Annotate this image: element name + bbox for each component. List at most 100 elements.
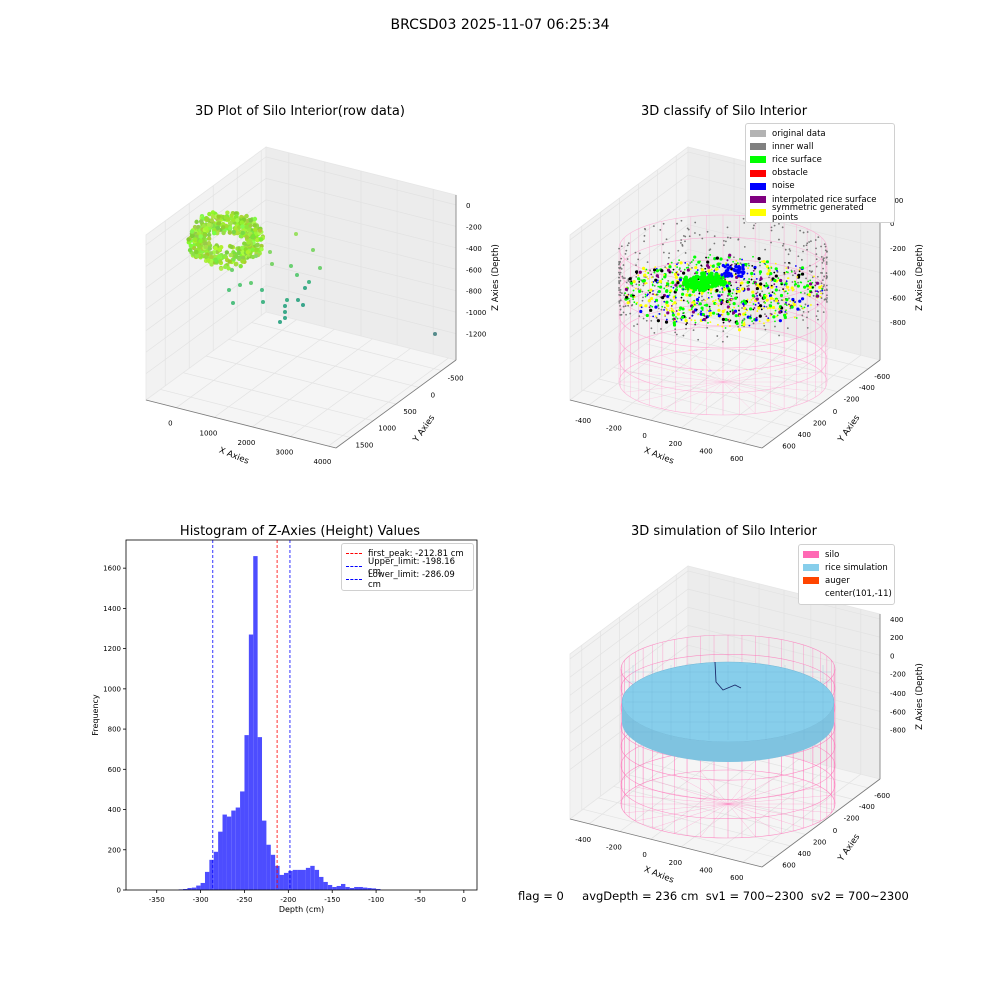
surface-point bbox=[730, 298, 733, 301]
p1-ygrid bbox=[183, 372, 374, 422]
surface-point bbox=[739, 258, 741, 260]
inner-wall-point bbox=[622, 305, 625, 308]
raw-data-point bbox=[194, 253, 199, 259]
surface-point bbox=[741, 321, 743, 324]
inner-wall-point bbox=[649, 269, 651, 272]
surface-point bbox=[666, 311, 670, 315]
silo-spoke bbox=[624, 371, 724, 383]
surface-point bbox=[710, 268, 713, 271]
surface-point bbox=[778, 308, 781, 311]
surface-point bbox=[727, 281, 731, 285]
p4-xtick-label: 0 bbox=[642, 851, 646, 859]
p2-zgrid bbox=[569, 224, 689, 313]
surface-point bbox=[645, 268, 648, 271]
raw-data-point bbox=[295, 273, 299, 277]
inner-wall-point bbox=[815, 253, 818, 256]
surface-point bbox=[686, 290, 689, 293]
surface-point bbox=[737, 305, 740, 307]
inner-wall-point bbox=[701, 237, 704, 240]
surface-point bbox=[752, 269, 755, 272]
surface-point bbox=[709, 264, 712, 267]
inner-wall-point bbox=[822, 311, 825, 314]
raw-data-point bbox=[203, 254, 209, 260]
surface-point bbox=[721, 317, 725, 322]
surface-point bbox=[743, 289, 746, 292]
surface-point bbox=[758, 304, 763, 308]
silo-spoke bbox=[624, 381, 724, 393]
surface-point bbox=[785, 304, 788, 307]
raw-data-point bbox=[209, 218, 214, 223]
surface-point bbox=[636, 301, 639, 304]
surface-point bbox=[728, 307, 731, 310]
surface-point bbox=[757, 302, 760, 304]
p4-ylabel: Y Axies bbox=[836, 832, 863, 864]
raw-data-point bbox=[248, 223, 253, 228]
surface-point bbox=[743, 321, 746, 324]
surface-point bbox=[655, 281, 658, 284]
surface-point bbox=[647, 272, 650, 274]
inner-wall-point bbox=[823, 298, 826, 301]
surface-point bbox=[717, 308, 721, 312]
raw-data-point bbox=[237, 256, 242, 261]
raw-data-point bbox=[233, 214, 239, 220]
surface-point bbox=[675, 316, 677, 318]
surface-point bbox=[674, 296, 677, 299]
surface-point bbox=[682, 271, 686, 275]
inner-wall-point bbox=[810, 240, 812, 243]
inner-wall-point bbox=[619, 288, 622, 291]
surface-point bbox=[802, 307, 805, 310]
silo-spoke bbox=[722, 381, 756, 414]
p2-ztick-label: 0 bbox=[890, 220, 894, 228]
raw-data-point bbox=[285, 298, 289, 302]
surface-point bbox=[803, 285, 807, 289]
surface-point bbox=[699, 260, 701, 263]
p4-ytick-label: -600 bbox=[874, 792, 890, 800]
surface-point bbox=[704, 299, 706, 302]
surface-point bbox=[670, 307, 673, 310]
inner-wall-point bbox=[624, 252, 627, 255]
surface-point bbox=[732, 260, 735, 263]
surface-point bbox=[624, 292, 627, 295]
raw-data-point bbox=[253, 227, 258, 232]
surface-point bbox=[647, 299, 651, 303]
inner-wall-point bbox=[634, 251, 637, 254]
legend-item: silo bbox=[803, 548, 890, 561]
panel2-title: 3D classify of Silo Interior bbox=[640, 104, 808, 119]
inner-wall-point bbox=[678, 268, 681, 271]
surface-point bbox=[766, 307, 769, 310]
surface-point bbox=[723, 286, 726, 289]
surface-point bbox=[748, 324, 751, 327]
surface-point bbox=[805, 284, 810, 288]
inner-wall-point bbox=[821, 292, 824, 295]
inner-wall-point bbox=[768, 276, 770, 279]
surface-point bbox=[670, 285, 673, 288]
surface-point bbox=[692, 305, 694, 308]
legend-swatch bbox=[803, 551, 819, 559]
p1-ztick-label: -1000 bbox=[466, 309, 486, 317]
surface-point bbox=[682, 299, 685, 302]
surface-point bbox=[779, 278, 783, 283]
surface-point bbox=[665, 318, 668, 321]
silo-spoke bbox=[690, 350, 724, 383]
raw-data-point bbox=[217, 253, 222, 259]
inner-wall-point bbox=[618, 287, 620, 289]
inner-wall-point bbox=[620, 257, 623, 260]
surface-point bbox=[706, 309, 709, 312]
inner-wall-point bbox=[801, 314, 804, 317]
surface-point bbox=[807, 280, 810, 283]
p4-ztick-label: 0 bbox=[890, 652, 894, 660]
inner-wall-point bbox=[770, 226, 773, 229]
surface-point bbox=[731, 292, 734, 295]
inner-wall-point bbox=[788, 248, 791, 251]
surface-point bbox=[650, 273, 653, 276]
surface-point bbox=[654, 305, 658, 309]
silo-spoke bbox=[722, 381, 822, 393]
inner-wall-point bbox=[764, 313, 766, 316]
inner-wall-point bbox=[815, 315, 818, 318]
surface-point bbox=[633, 296, 636, 298]
surface-point bbox=[722, 321, 725, 324]
inner-wall-point bbox=[782, 242, 785, 245]
surface-point bbox=[646, 275, 648, 278]
surface-point bbox=[705, 264, 710, 268]
raw-data-point bbox=[193, 237, 198, 243]
